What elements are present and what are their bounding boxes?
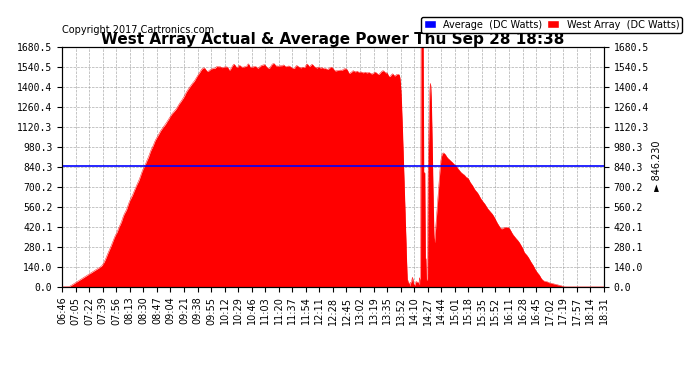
Legend: Average  (DC Watts), West Array  (DC Watts): Average (DC Watts), West Array (DC Watts… [421,17,682,33]
Title: West Array Actual & Average Power Thu Sep 28 18:38: West Array Actual & Average Power Thu Se… [101,32,564,47]
Text: ► 846.230: ► 846.230 [651,141,662,191]
Text: Copyright 2017 Cartronics.com: Copyright 2017 Cartronics.com [62,25,214,35]
